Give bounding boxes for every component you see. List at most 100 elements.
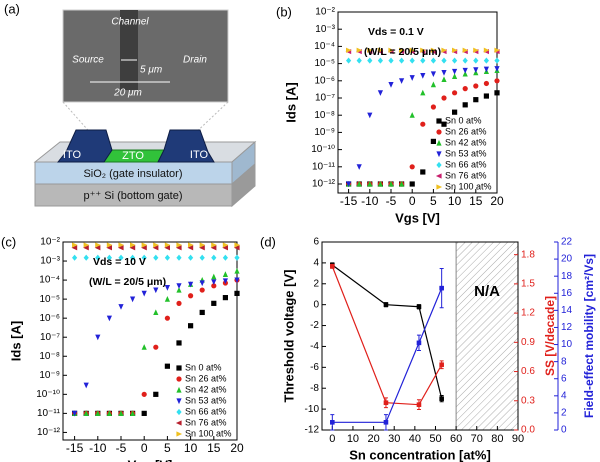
marker (83, 242, 90, 248)
marker (95, 334, 101, 341)
y2-tick-label: 0.0 (521, 425, 535, 436)
legend-label: Sn 76 at% (185, 417, 227, 427)
marker (222, 254, 228, 261)
y2-axis-label: SS [V/decade] (543, 296, 557, 376)
marker (164, 254, 170, 261)
marker (234, 242, 241, 248)
y3-tick-label: 20 (561, 254, 573, 265)
marker (188, 242, 194, 248)
marker (452, 57, 458, 64)
y-tick-label: 10⁻⁵ (314, 58, 335, 69)
x-tick-label: 0 (409, 194, 416, 208)
panel-label: (c) (1, 234, 16, 249)
y2-tick-label: 1.8 (521, 249, 535, 260)
marker (130, 296, 136, 303)
layer-label: SiO₂ (gate insulator) (83, 168, 182, 180)
y2-tick-label: 1.5 (521, 279, 535, 290)
marker (483, 57, 489, 64)
marker (439, 396, 444, 401)
marker (83, 410, 89, 416)
x-tick-label: 60 (450, 433, 462, 445)
marker (452, 68, 458, 75)
marker (118, 242, 125, 248)
marker (141, 245, 147, 251)
marker (234, 277, 240, 284)
marker (409, 47, 416, 53)
y-axis-label: Ids [A] (8, 321, 23, 361)
marker (473, 97, 479, 103)
legend-marker (176, 398, 182, 405)
marker (141, 391, 147, 397)
marker (72, 410, 78, 417)
marker (430, 81, 436, 88)
marker (430, 71, 436, 78)
x-tick-label: 5 (164, 441, 171, 455)
marker (222, 271, 228, 277)
marker (383, 302, 389, 307)
ito-electrode (56, 129, 113, 163)
marker (494, 90, 500, 96)
marker (233, 245, 240, 251)
x-tick-label: 20 (367, 433, 379, 445)
y-tick-label: 10⁻³ (315, 24, 335, 35)
legend-marker (176, 408, 182, 416)
marker (462, 47, 469, 53)
marker (222, 295, 228, 301)
marker (473, 57, 479, 64)
marker (152, 245, 159, 251)
marker (430, 57, 436, 64)
x-tick-label: 10 (448, 194, 462, 208)
marker (106, 245, 112, 251)
label: 5 μm (140, 65, 162, 76)
legend-label: Sn 42 at% (445, 137, 487, 147)
marker (420, 57, 426, 64)
label: 20 μm (113, 88, 142, 99)
legend-label: Sn 66 at% (445, 159, 487, 169)
x-tick-label: 5 (430, 194, 437, 208)
y-tick-label: 10⁻³ (40, 256, 60, 267)
marker (399, 78, 405, 84)
marker (409, 164, 415, 170)
legend-marker (436, 184, 443, 190)
marker (346, 57, 352, 64)
marker (367, 57, 373, 64)
legend-marker (436, 161, 442, 169)
marker (176, 254, 182, 261)
marker (473, 67, 479, 74)
legend-label: Sn 53 at% (445, 148, 487, 158)
y-tick-label: -4 (310, 341, 319, 352)
marker (409, 57, 415, 64)
legend-marker (175, 420, 182, 426)
marker (399, 47, 405, 53)
x-tick-label: 10 (184, 441, 198, 455)
marker (95, 410, 101, 416)
marker (377, 47, 384, 53)
marker (211, 273, 217, 280)
marker (494, 66, 500, 72)
marker (199, 287, 205, 293)
x-tick-label: -15 (340, 194, 358, 208)
marker (409, 75, 415, 81)
y-tick-label: -10 (305, 404, 320, 415)
marker (164, 242, 171, 248)
layer-label: ITO (63, 149, 82, 161)
marker (441, 76, 447, 83)
x-tick-label: -5 (116, 441, 127, 455)
marker (199, 242, 206, 248)
plot-frame (337, 11, 498, 194)
legend-label: Sn 66 at% (185, 406, 227, 416)
marker (420, 169, 426, 175)
guide (189, 101, 229, 139)
x-axis-label: Sn concentration [at%] (349, 447, 491, 462)
marker (416, 340, 422, 346)
y3-tick-label: 4 (561, 390, 567, 401)
marker (83, 254, 89, 261)
marker (330, 420, 335, 425)
marker (483, 47, 490, 53)
marker (153, 391, 159, 397)
marker (164, 296, 170, 302)
marker (164, 363, 170, 369)
marker (187, 245, 194, 251)
x-tick-label: 0 (329, 433, 335, 445)
